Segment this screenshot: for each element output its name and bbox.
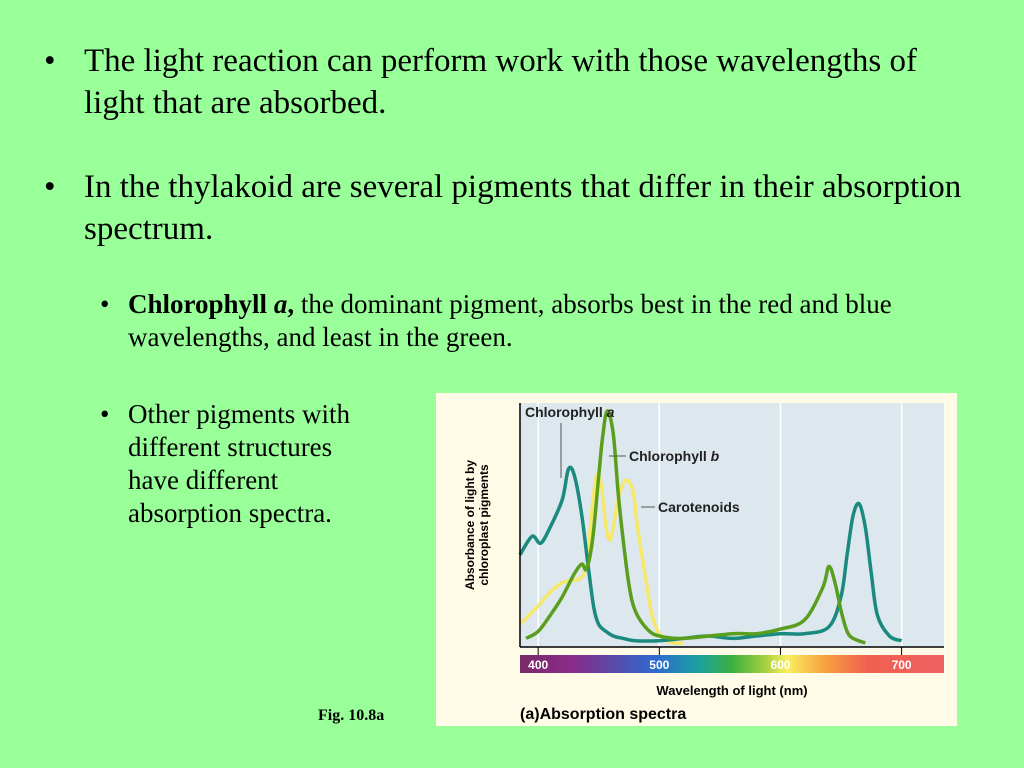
bullet-text: The light reaction can perform work with…	[84, 43, 917, 121]
bullet-dot: •	[100, 399, 110, 429]
spectrum-bar	[520, 655, 944, 673]
x-ticks: 400 500 600 700	[528, 647, 912, 672]
x-tick-label: 500	[649, 658, 669, 672]
sub-bullet-rest: the dominant pigment, absorbs best in th…	[128, 289, 892, 352]
series-label: Chlorophyll b	[629, 448, 720, 464]
term-bold: Chlorophyll	[128, 289, 274, 319]
series-label: Carotenoids	[658, 499, 740, 515]
x-axis-label: Wavelength of light (nm)	[656, 683, 807, 698]
x-tick-label: 400	[528, 658, 548, 672]
series-callouts: Chlorophyll a Chlorophyll b Carotenoids	[525, 404, 740, 515]
term-bold-italic: a	[273, 289, 288, 319]
sub-bullet-text: Chlorophyll a, the dominant pigment, abs…	[128, 288, 988, 354]
series-layer	[518, 409, 903, 645]
bullet-dot: •	[100, 289, 110, 319]
bullet-dot: •	[44, 169, 56, 205]
x-tick-label: 600	[770, 658, 790, 672]
series-line-chlorophyll-b	[525, 409, 866, 645]
bullet-text: In the thylakoid are several pigments th…	[84, 169, 962, 247]
x-tick-label: 700	[892, 658, 912, 672]
bullet-dot: •	[44, 43, 56, 79]
series-line-carotenoids	[518, 472, 684, 645]
svg-text:chloroplast pigments: chloroplast pigments	[477, 464, 491, 586]
chart-caption: (a)Absorption spectra	[520, 706, 686, 723]
figure-label: Fig. 10.8a	[318, 707, 385, 724]
sub-bullet-text: Other pigments with different structures…	[128, 399, 350, 528]
series-label: Chlorophyll a	[525, 404, 615, 420]
svg-text:Absorbance of light by: Absorbance of light by	[463, 460, 477, 590]
y-axis-label: Absorbance of light by chloroplast pigme…	[463, 460, 491, 590]
term-comma: ,	[287, 289, 295, 319]
